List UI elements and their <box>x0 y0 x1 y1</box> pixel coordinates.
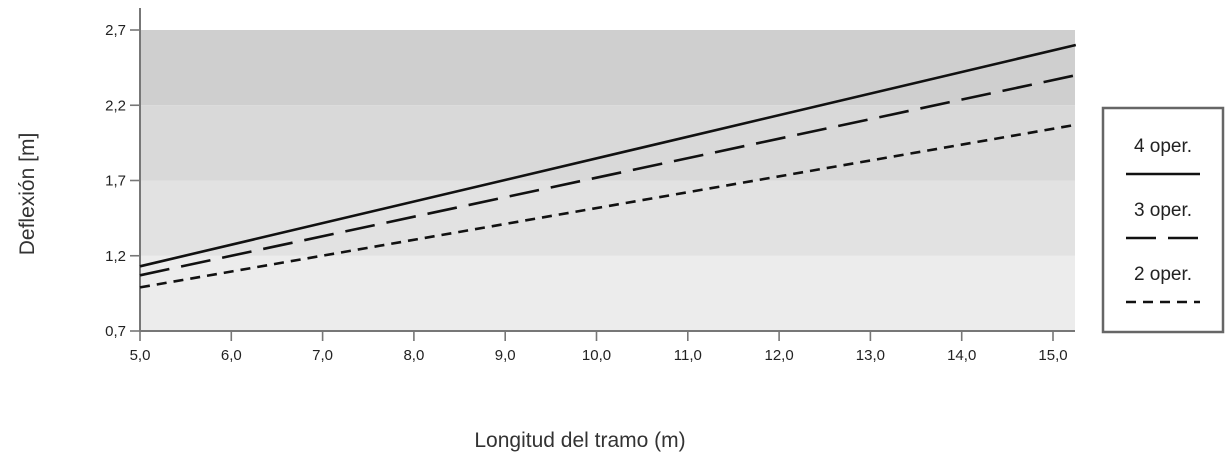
background-bands <box>140 30 1075 331</box>
x-tick-label-8: 13,0 <box>856 347 885 364</box>
x-tick-label-4: 9,0 <box>495 347 516 364</box>
x-tick-label-9: 14,0 <box>947 347 976 364</box>
x-tick-label-1: 6,0 <box>221 347 242 364</box>
series-line-0 <box>139 43 1077 268</box>
x-tick-label-6: 11,0 <box>674 347 702 364</box>
band-3 <box>140 30 1075 106</box>
y-tick-label-1: 1,2 <box>105 248 126 265</box>
legend-box <box>1101 106 1225 334</box>
y-tick-label-3: 2,2 <box>105 97 126 114</box>
band-0 <box>140 255 1075 331</box>
series-line-2 <box>139 123 1077 289</box>
y-tick-label-2: 1,7 <box>105 173 126 190</box>
ticks: 5,0 6,0 7,0 8,0 9,0 10,0 11,0 12,0 13,0 14,0 15,0 0… <box>105 22 1067 364</box>
band-1 <box>140 180 1075 256</box>
legend-label-1: 3 oper. <box>1134 200 1192 221</box>
x-axis-title: Longitud del tramo (m) <box>474 429 685 452</box>
series-line-1 <box>139 73 1077 277</box>
x-tick-label-10: 15,0 <box>1038 347 1067 364</box>
y-axis-title: Deflexión [m] <box>16 133 39 256</box>
legend-label-0: 4 oper. <box>1134 136 1192 157</box>
y-tick-label-4: 2,7 <box>105 22 126 39</box>
x-tick-label-0: 5,0 <box>130 347 151 364</box>
axes <box>139 8 1075 332</box>
x-tick-label-5: 10,0 <box>582 347 611 364</box>
legend-label-2: 2 oper. <box>1134 264 1192 285</box>
x-tick-label-7: 12,0 <box>764 347 793 364</box>
x-tick-label-2: 7,0 <box>312 347 333 364</box>
band-2 <box>140 105 1075 181</box>
y-tick-label-0: 0,7 <box>105 323 126 340</box>
x-tick-label-3: 8,0 <box>403 347 424 364</box>
legend: 4 oper. 3 oper. 2 oper. <box>1101 106 1225 334</box>
series-lines <box>139 43 1077 289</box>
